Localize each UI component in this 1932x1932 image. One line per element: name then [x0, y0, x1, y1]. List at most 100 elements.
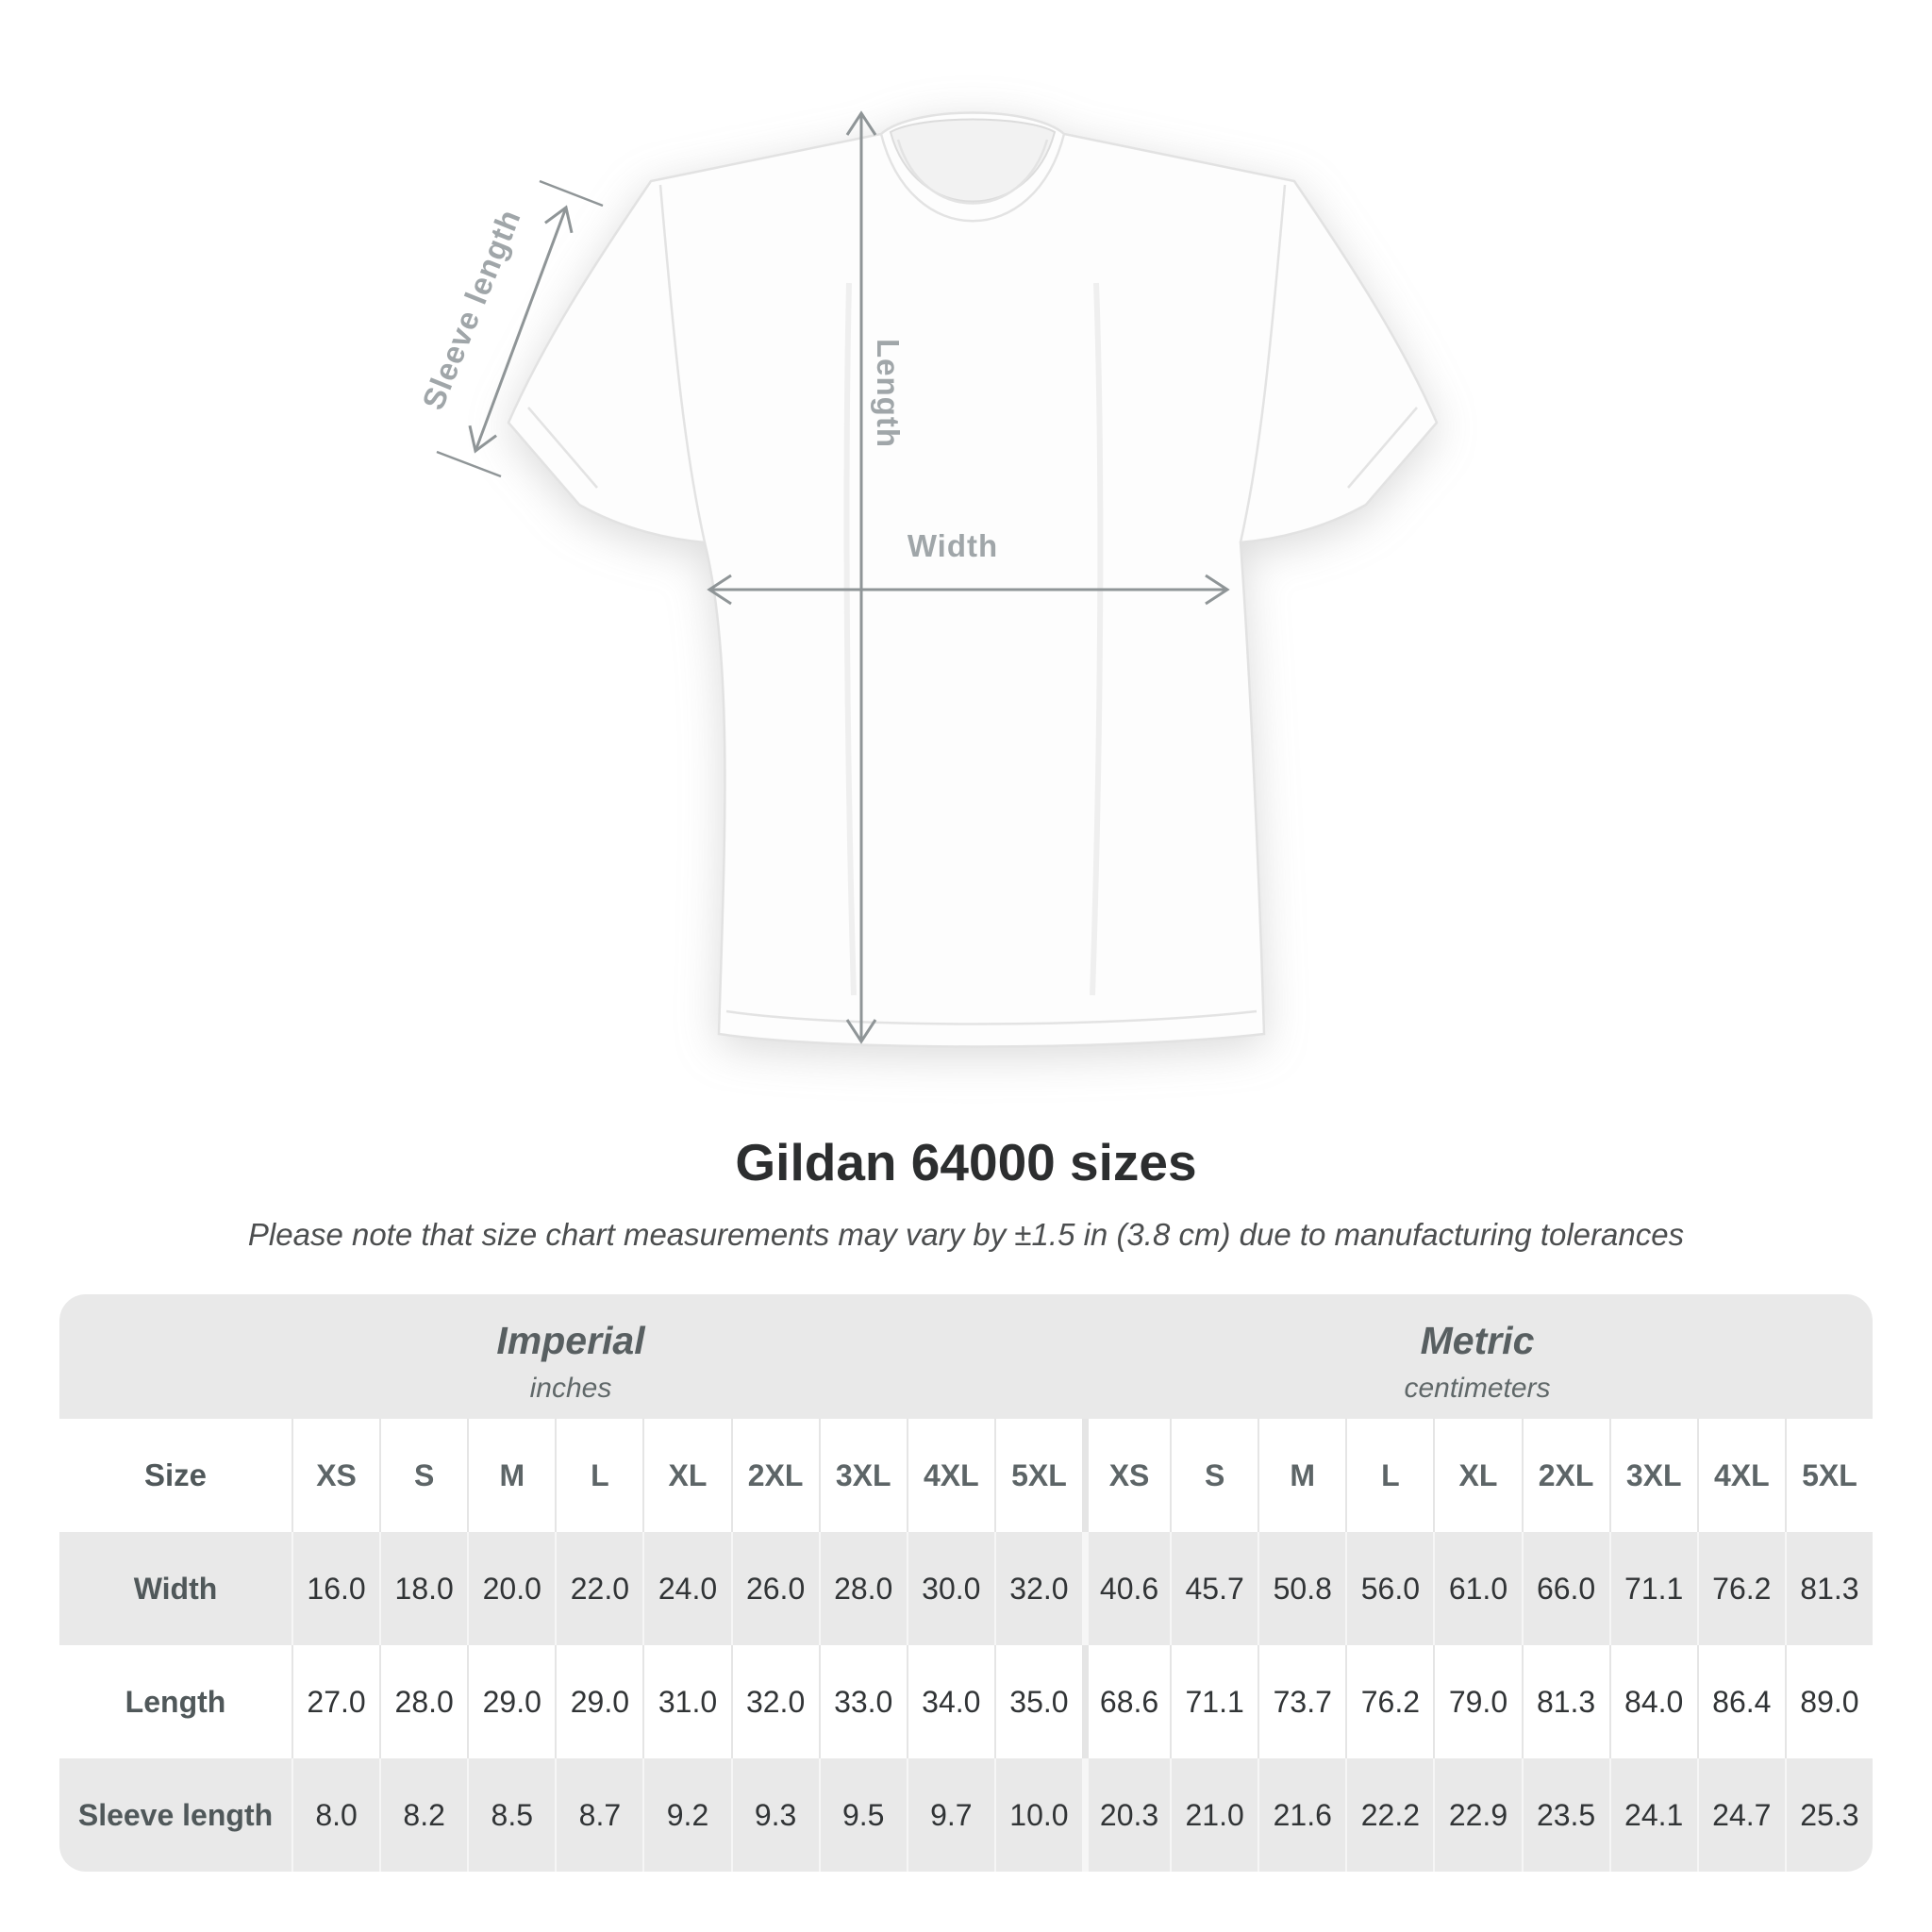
sleeve-length-label: Sleeve length — [415, 204, 527, 415]
metric-section-header: Metric centimeters — [1081, 1294, 1873, 1419]
size-header-cell: XS — [1081, 1419, 1170, 1532]
value-cell: 76.2 — [1696, 1532, 1785, 1645]
value-cell: 29.0 — [555, 1645, 642, 1758]
size-header-cell: 5XL — [993, 1419, 1082, 1532]
value-cell: 24.1 — [1608, 1758, 1697, 1872]
value-cell: 45.7 — [1170, 1532, 1257, 1645]
value-cell: 76.2 — [1345, 1645, 1433, 1758]
size-header-cell: L — [555, 1419, 642, 1532]
size-header-cell: 4XL — [906, 1419, 994, 1532]
value-cell: 22.0 — [555, 1532, 642, 1645]
value-cell: 81.3 — [1784, 1532, 1873, 1645]
metric-unit: centimeters — [1404, 1373, 1551, 1404]
sleeve-arrow-tick-top — [539, 179, 604, 208]
size-corner-label: Size — [143, 1457, 208, 1492]
value-cell: 25.3 — [1784, 1758, 1873, 1872]
value-cell: 32.0 — [993, 1532, 1082, 1645]
value-cell: 28.0 — [379, 1645, 467, 1758]
imperial-title: Imperial — [496, 1319, 645, 1362]
page-title: Gildan 64000 sizes — [735, 1133, 1197, 1191]
value-cell: 24.7 — [1696, 1758, 1785, 1872]
row-label: Width — [133, 1571, 218, 1606]
value-cell: 34.0 — [906, 1645, 994, 1758]
value-cell: 32.0 — [730, 1645, 819, 1758]
unit-band-row: Imperial inches Metric centimeters — [59, 1294, 1873, 1419]
value-cell: 8.0 — [291, 1758, 379, 1872]
size-header-row: Size XS S M L XL 2XL 3XL 4XL 5XL XS S M … — [59, 1419, 1873, 1532]
length-label: Length — [871, 339, 906, 448]
value-cell: 61.0 — [1433, 1532, 1521, 1645]
value-cell: 27.0 — [291, 1645, 379, 1758]
page-subtitle: Please note that size chart measurements… — [247, 1217, 1685, 1252]
value-cell: 22.9 — [1433, 1758, 1521, 1872]
value-cell: 68.6 — [1081, 1645, 1170, 1758]
row-label: Length — [125, 1684, 226, 1719]
sleeve-length-row: Sleeve length 8.0 8.2 8.5 8.7 9.2 9.3 9.… — [59, 1758, 1873, 1872]
size-header-cell: XL — [1433, 1419, 1521, 1532]
metric-title: Metric — [1420, 1319, 1535, 1362]
measurement-arrows — [436, 110, 1230, 1044]
value-cell: 20.0 — [467, 1532, 555, 1645]
value-cell: 71.1 — [1608, 1532, 1697, 1645]
size-header-cell: M — [1257, 1419, 1345, 1532]
value-cell: 66.0 — [1521, 1532, 1609, 1645]
value-cell: 24.0 — [642, 1532, 730, 1645]
value-cell: 18.0 — [379, 1532, 467, 1645]
value-cell: 20.3 — [1081, 1758, 1170, 1872]
tshirt-neck-opening — [889, 118, 1057, 203]
size-header-cell: S — [379, 1419, 467, 1532]
value-cell: 9.5 — [818, 1758, 907, 1872]
value-cell: 81.3 — [1521, 1645, 1609, 1758]
width-row: Width 16.0 18.0 20.0 22.0 24.0 26.0 28.0… — [59, 1532, 1873, 1645]
imperial-section-header: Imperial inches — [59, 1294, 1082, 1419]
value-cell: 86.4 — [1696, 1645, 1785, 1758]
value-cell: 8.5 — [467, 1758, 555, 1872]
value-cell: 40.6 — [1081, 1532, 1170, 1645]
size-header-cell: XL — [642, 1419, 730, 1532]
value-cell: 28.0 — [818, 1532, 907, 1645]
value-cell: 10.0 — [993, 1758, 1082, 1872]
value-cell: 89.0 — [1784, 1645, 1873, 1758]
size-header-cell: 2XL — [1521, 1419, 1609, 1532]
value-cell: 35.0 — [993, 1645, 1082, 1758]
value-cell: 9.2 — [642, 1758, 730, 1872]
value-cell: 23.5 — [1521, 1758, 1609, 1872]
size-header-cell: S — [1170, 1419, 1257, 1532]
size-header-cell: 3XL — [1608, 1419, 1697, 1532]
row-label: Sleeve length — [77, 1797, 274, 1832]
value-cell: 73.7 — [1257, 1645, 1345, 1758]
size-header-cell: 4XL — [1696, 1419, 1785, 1532]
value-cell: 31.0 — [642, 1645, 730, 1758]
size-header-cell: 5XL — [1784, 1419, 1873, 1532]
value-cell: 16.0 — [291, 1532, 379, 1645]
value-cell: 29.0 — [467, 1645, 555, 1758]
value-cell: 84.0 — [1608, 1645, 1697, 1758]
sleeve-arrow-tick-bottom — [436, 450, 502, 478]
size-chart-table: Imperial inches Metric centimeters Size … — [59, 1294, 1873, 1872]
value-cell: 21.6 — [1257, 1758, 1345, 1872]
size-header-cell: M — [467, 1419, 555, 1532]
length-row: Length 27.0 28.0 29.0 29.0 31.0 32.0 33.… — [59, 1645, 1873, 1758]
value-cell: 30.0 — [906, 1532, 994, 1645]
width-label: Width — [907, 528, 999, 563]
value-cell: 71.1 — [1170, 1645, 1257, 1758]
size-header-cell: 3XL — [818, 1419, 907, 1532]
value-cell: 26.0 — [730, 1532, 819, 1645]
value-cell: 9.3 — [730, 1758, 819, 1872]
value-cell: 8.2 — [379, 1758, 467, 1872]
value-cell: 50.8 — [1257, 1532, 1345, 1645]
value-cell: 21.0 — [1170, 1758, 1257, 1872]
tshirt-image — [507, 111, 1439, 1048]
value-cell: 56.0 — [1345, 1532, 1433, 1645]
size-header-cell: 2XL — [730, 1419, 819, 1532]
size-header-cell: XS — [291, 1419, 379, 1532]
value-cell: 79.0 — [1433, 1645, 1521, 1758]
value-cell: 9.7 — [906, 1758, 994, 1872]
value-cell: 22.2 — [1345, 1758, 1433, 1872]
tshirt-collar — [879, 133, 1066, 223]
value-cell: 8.7 — [555, 1758, 642, 1872]
size-header-cell: L — [1345, 1419, 1433, 1532]
value-cell: 33.0 — [818, 1645, 907, 1758]
imperial-unit: inches — [529, 1373, 612, 1404]
